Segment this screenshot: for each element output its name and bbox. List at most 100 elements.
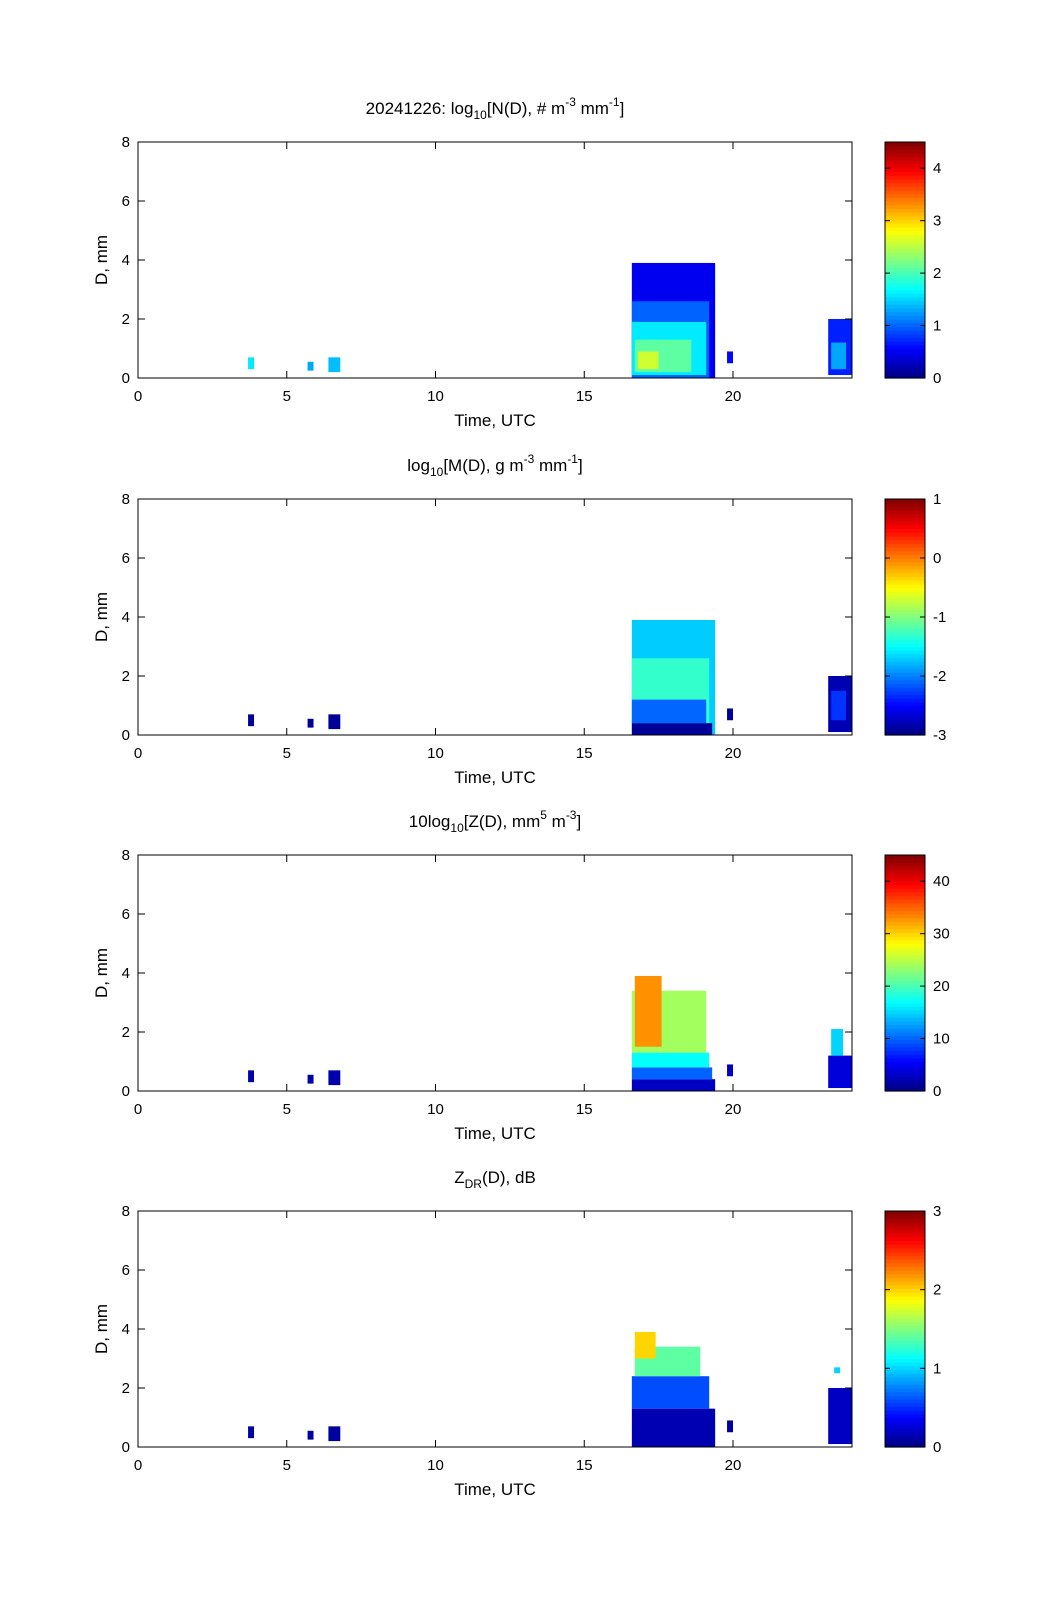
title-text: [M(D), g m [443, 456, 523, 475]
colorbar-segment [885, 167, 925, 173]
x-tick-label: 10 [427, 1101, 444, 1118]
colorbar-segment [885, 528, 925, 533]
colorbar: 0 10 20 30 40 [884, 854, 950, 1100]
colorbar-segment [885, 1347, 925, 1352]
colorbar-segment [885, 958, 925, 963]
colorbar-tick-label: 1 [933, 491, 941, 508]
colorbar-segment [885, 1292, 925, 1297]
colorbar-segment [885, 1421, 925, 1426]
heatmap-cell [831, 342, 847, 370]
title-text: m [547, 812, 566, 831]
colorbar-segment [885, 212, 925, 217]
colorbar-segment [885, 906, 925, 911]
y-tick-label: 2 [122, 1024, 130, 1041]
colorbar-segment [885, 524, 925, 530]
colorbar-segment [885, 561, 925, 566]
colorbar-segment [885, 1054, 925, 1059]
colorbar-segment [885, 676, 925, 681]
colorbar-tick-label: 30 [933, 926, 950, 943]
colorbar-frame [884, 1210, 926, 1448]
colorbar-segment [885, 186, 925, 191]
heatmap-cell [631, 699, 707, 724]
colorbar-tick-label: 4 [933, 160, 941, 177]
colorbar-segment [885, 1258, 925, 1264]
colorbar-segment [885, 333, 925, 339]
heatmap-cell [631, 723, 713, 735]
y-tick-label: 8 [122, 491, 130, 508]
colorbar-segment [885, 591, 925, 596]
title-subscript: 10 [450, 821, 464, 835]
colorbar-tick-label: 40 [933, 873, 950, 890]
colorbar-segment [885, 1039, 925, 1044]
colorbar-segment [885, 355, 925, 361]
colorbar-segment [885, 1072, 925, 1077]
heatmap-cell [634, 1331, 656, 1359]
colorbar-segment [885, 1365, 925, 1371]
colorbar-segment [885, 690, 925, 696]
y-tick-label: 0 [122, 1083, 130, 1100]
title-superscript: -3 [524, 452, 535, 466]
colorbar-segment [885, 1244, 925, 1249]
colorbar-segment [885, 1343, 925, 1349]
y-tick-label: 2 [122, 311, 130, 328]
colorbar-segment [885, 1384, 925, 1389]
colorbar-segment [885, 543, 925, 548]
colorbar-segment [885, 899, 925, 904]
colorbar-segment [885, 947, 925, 952]
colorbar-segment [885, 668, 925, 673]
heatmap-cell [307, 718, 314, 728]
colorbar-segment [885, 1369, 925, 1374]
y-tick-label: 0 [122, 1439, 130, 1456]
colorbar-segment [885, 1233, 925, 1238]
colorbar-segment [885, 580, 925, 585]
colorbar-segment [885, 880, 925, 886]
chart-title: log10[M(D), g m-3 mm-1] [407, 452, 582, 479]
colorbar-segment [885, 546, 925, 552]
title-superscript: 5 [540, 808, 547, 822]
x-tick-label: 20 [725, 388, 742, 405]
colorbar-segment [885, 943, 925, 948]
colorbar-segment [885, 866, 925, 871]
colorbar-segment [885, 234, 925, 239]
colorbar-segment [885, 869, 925, 875]
heatmap-cell [328, 1426, 341, 1442]
colorbar-segment [885, 532, 925, 537]
y-axis-label: D, mm [92, 1304, 111, 1354]
colorbar-segment [885, 363, 925, 368]
colorbar-tick-label: -2 [933, 668, 946, 685]
heatmap-cell [328, 357, 341, 373]
y-tick-label: 2 [122, 668, 130, 685]
colorbar-segment [885, 1395, 925, 1400]
title-superscript: -3 [566, 808, 577, 822]
colorbar-segment [885, 694, 925, 699]
heatmap-cell [248, 1426, 255, 1439]
colorbar-segment [885, 156, 925, 162]
x-tick-label: 0 [134, 1101, 142, 1118]
x-tick-label: 15 [576, 388, 593, 405]
colorbar-segment [885, 1229, 925, 1234]
heatmap-cell [634, 975, 662, 1047]
colorbar-segment [885, 226, 925, 232]
colorbar-segment [885, 598, 925, 603]
colorbar-segment [885, 642, 925, 648]
colorbar-tick-label: 2 [933, 1282, 941, 1299]
colorbar-segment [885, 631, 925, 637]
colorbar-tick-label: 0 [933, 1439, 941, 1456]
x-tick-label: 15 [576, 745, 593, 762]
colorbar-segment [885, 1295, 925, 1301]
colorbar-segment [885, 910, 925, 915]
colorbar-segment [885, 687, 925, 692]
colorbar-segment [885, 1028, 925, 1033]
colorbar-segment [885, 976, 925, 981]
colorbar-tick-label: 3 [933, 213, 941, 230]
colorbar-segment [885, 1225, 925, 1231]
colorbar-segment [885, 1032, 925, 1037]
colorbar-segment [885, 160, 925, 165]
colorbar-segment [885, 300, 925, 305]
colorbar-segment [885, 304, 925, 309]
colorbar-segment [885, 698, 925, 703]
colorbar-segment [885, 1247, 925, 1253]
title-text: mm [576, 99, 609, 118]
colorbar-segment [885, 569, 925, 574]
colorbar-segment [885, 237, 925, 243]
